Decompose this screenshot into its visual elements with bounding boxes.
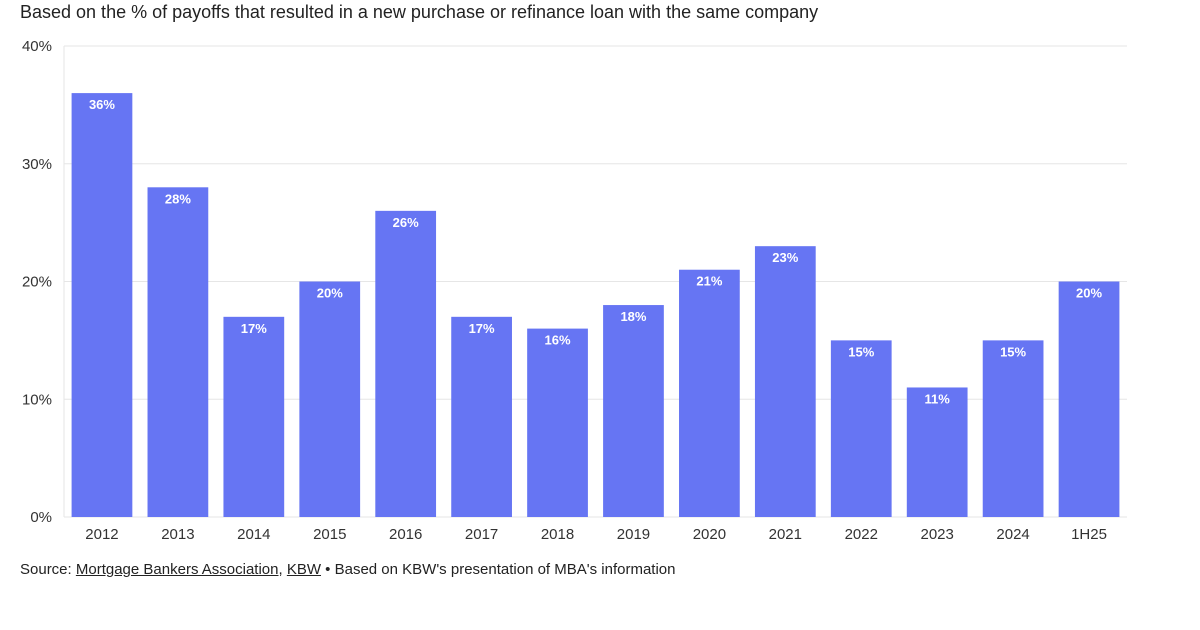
bar-data-label: 15% bbox=[1000, 344, 1026, 359]
bar bbox=[754, 246, 816, 518]
bar bbox=[451, 316, 512, 517]
bar bbox=[1058, 281, 1120, 517]
y-tick-label: 30% bbox=[22, 156, 52, 173]
source-link-mba[interactable]: Mortgage Bankers Association bbox=[75, 561, 279, 578]
bar-data-label: 20% bbox=[317, 286, 343, 301]
bar-data-label: 26% bbox=[393, 215, 419, 230]
bar bbox=[147, 187, 209, 518]
x-tick-label: 2015 bbox=[313, 526, 346, 543]
x-tick-label: 2016 bbox=[389, 526, 422, 543]
x-tick-label: 2023 bbox=[920, 526, 953, 543]
bar-labels: 36% 28% 17% 20% 26% 17% 16% 18% 21% 23% 15% 11% 15% 2… bbox=[89, 97, 1103, 406]
bar bbox=[223, 316, 285, 517]
y-axis-ticks: 0% 10% 20% 30% 40% bbox=[22, 38, 52, 526]
bar-data-label: 36% bbox=[89, 97, 115, 112]
bar bbox=[603, 305, 664, 517]
x-tick-label: 2013 bbox=[161, 526, 194, 543]
bar-data-label: 18% bbox=[620, 309, 646, 324]
bar-data-label: 15% bbox=[848, 344, 874, 359]
x-axis-ticks: 2012 2013 2014 2015 2016 2017 2018 2019 2020 2021… bbox=[85, 526, 1107, 543]
bar bbox=[299, 281, 361, 517]
bars bbox=[71, 93, 1120, 518]
x-tick-label: 2017 bbox=[465, 526, 498, 543]
source-link-kbw[interactable]: KBW bbox=[286, 561, 322, 578]
bar-data-label: 17% bbox=[469, 321, 495, 336]
x-tick-label: 2024 bbox=[996, 526, 1029, 543]
y-tick-label: 0% bbox=[30, 509, 52, 526]
x-tick-label: 2014 bbox=[237, 526, 270, 543]
bar bbox=[527, 328, 588, 517]
bar bbox=[982, 340, 1044, 517]
bar-data-label: 28% bbox=[165, 191, 191, 206]
x-tick-label: 2012 bbox=[85, 526, 118, 543]
y-tick-label: 10% bbox=[22, 391, 52, 408]
bar-data-label: 11% bbox=[925, 391, 951, 406]
bar bbox=[906, 387, 968, 517]
x-tick-label: 2022 bbox=[845, 526, 878, 543]
x-tick-label: 2019 bbox=[617, 526, 650, 543]
x-tick-label: 2020 bbox=[693, 526, 726, 543]
bar-data-label: 17% bbox=[241, 321, 267, 336]
bar-data-label: 21% bbox=[696, 274, 722, 289]
y-tick-label: 40% bbox=[22, 38, 52, 55]
source-line: Source: Mortgage Bankers Association, KB… bbox=[20, 561, 676, 578]
bar-data-label: 20% bbox=[1076, 286, 1102, 301]
source-prefix: Source: bbox=[20, 561, 76, 578]
x-tick-label: 1H25 bbox=[1071, 526, 1107, 543]
bar bbox=[375, 210, 437, 517]
bar-data-label: 23% bbox=[772, 250, 798, 265]
bar-chart: 0% 10% 20% 30% 40% 36% 28% 17% 20% 26% 17% 16% 18% 2… bbox=[22, 38, 1127, 543]
bar bbox=[830, 340, 892, 517]
chart-subtitle: Based on the % of payoffs that resulted … bbox=[20, 2, 819, 22]
x-tick-label: 2018 bbox=[541, 526, 574, 543]
y-tick-label: 20% bbox=[22, 274, 52, 291]
bar bbox=[71, 93, 133, 517]
source-comma: , bbox=[278, 561, 287, 578]
source-note: • Based on KBW's presentation of MBA's i… bbox=[321, 561, 676, 578]
bar bbox=[679, 269, 740, 517]
bar-data-label: 16% bbox=[545, 333, 571, 348]
x-tick-label: 2021 bbox=[769, 526, 802, 543]
